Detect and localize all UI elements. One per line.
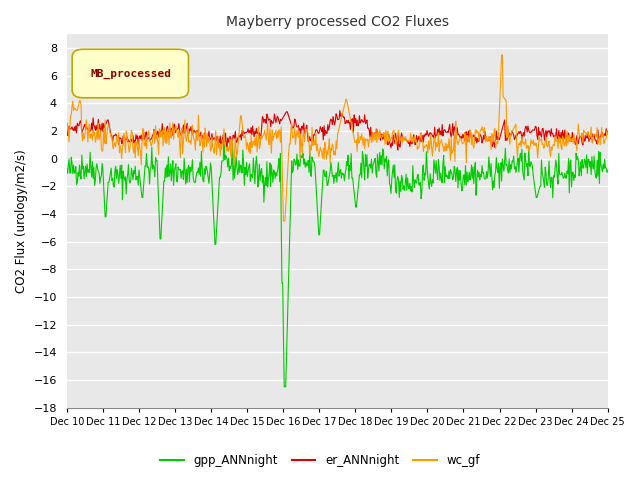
Y-axis label: CO2 Flux (urology/m2/s): CO2 Flux (urology/m2/s) xyxy=(15,149,28,293)
Text: MB_processed: MB_processed xyxy=(90,69,171,79)
Legend: gpp_ANNnight, er_ANNnight, wc_gf: gpp_ANNnight, er_ANNnight, wc_gf xyxy=(156,449,484,472)
Title: Mayberry processed CO2 Fluxes: Mayberry processed CO2 Fluxes xyxy=(226,15,449,29)
FancyBboxPatch shape xyxy=(72,49,189,98)
